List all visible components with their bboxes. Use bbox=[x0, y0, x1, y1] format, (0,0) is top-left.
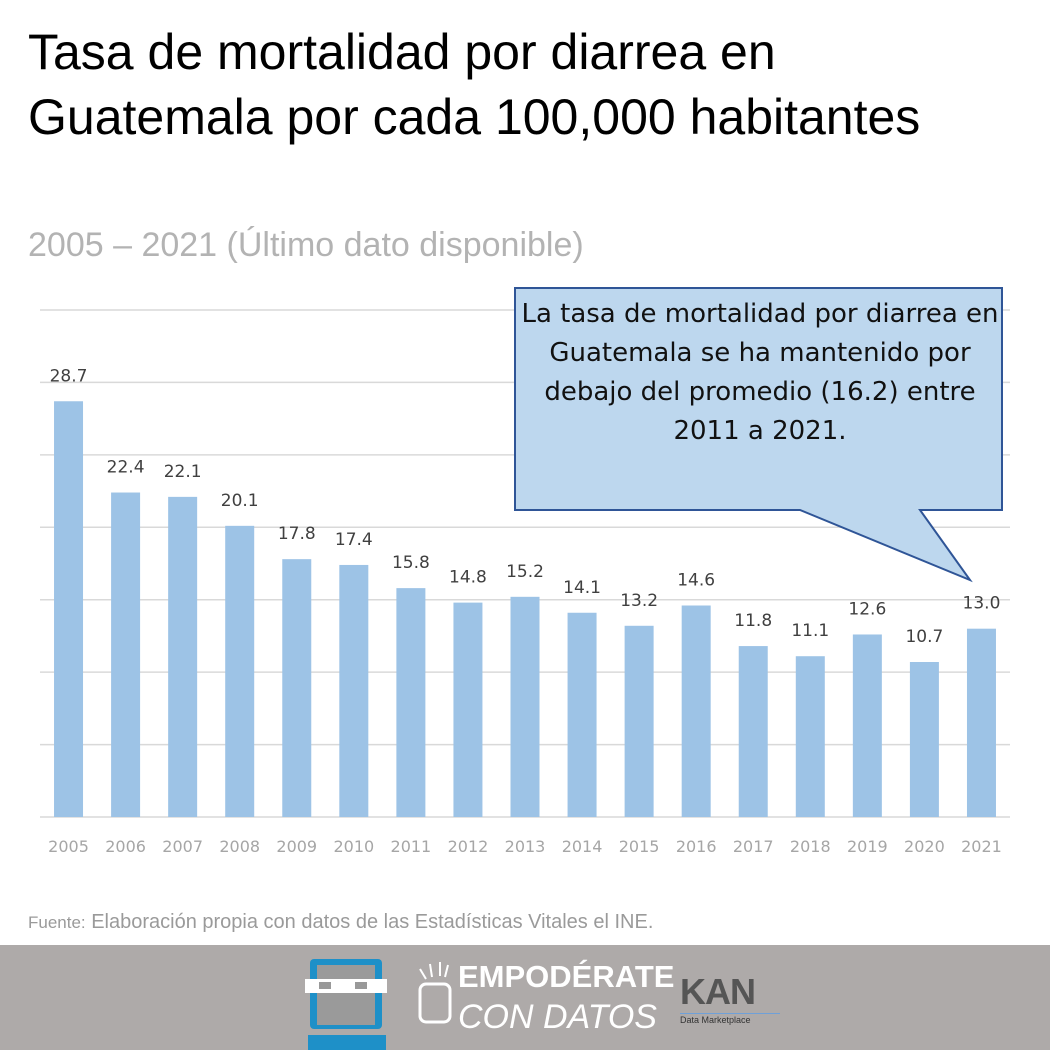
x-tick-label: 2017 bbox=[733, 837, 774, 856]
x-tick-label: 2007 bbox=[162, 837, 203, 856]
chart-subtitle: 2005 – 2021 (Último dato disponible) bbox=[28, 226, 584, 264]
x-tick-label: 2021 bbox=[961, 837, 1002, 856]
bar-chart: 28.7 22.4 22.1 20.1 17.8 17.4 15.8 14.8 15.2 14.1… bbox=[40, 287, 1010, 856]
bar bbox=[225, 525, 255, 817]
data-label: 22.4 bbox=[107, 458, 145, 478]
bar bbox=[339, 564, 369, 817]
data-label: 22.1 bbox=[164, 462, 202, 482]
data-label: 12.6 bbox=[848, 599, 886, 619]
empoderate-logo: EMPODÉRATE CON DATOS bbox=[410, 959, 674, 1039]
x-tick-label: 2015 bbox=[619, 837, 660, 856]
data-label: 20.1 bbox=[221, 491, 259, 511]
data-label: 14.8 bbox=[449, 568, 487, 588]
x-tick-label: 2011 bbox=[391, 837, 432, 856]
bar bbox=[282, 559, 312, 817]
bar bbox=[54, 401, 84, 817]
x-tick-label: 2019 bbox=[847, 837, 888, 856]
x-tick-label: 2013 bbox=[505, 837, 546, 856]
x-tick-label: 2005 bbox=[48, 837, 89, 856]
data-label: 15.8 bbox=[392, 553, 430, 573]
x-tick-label: 2010 bbox=[333, 837, 374, 856]
source-label: Fuente: bbox=[28, 913, 86, 932]
bar bbox=[168, 496, 198, 817]
x-tick-label: 2012 bbox=[448, 837, 489, 856]
data-label: 28.7 bbox=[50, 366, 88, 386]
bar bbox=[909, 662, 939, 817]
kan-logo: KAN Data Marketplace bbox=[680, 971, 780, 1026]
data-label: 14.6 bbox=[677, 571, 715, 591]
data-label: 10.7 bbox=[905, 627, 943, 647]
x-tick-label: 2009 bbox=[276, 837, 317, 856]
x-tick-label: 2014 bbox=[562, 837, 603, 856]
kan-logo-subtitle: Data Marketplace bbox=[680, 1013, 780, 1026]
data-label: 14.1 bbox=[563, 578, 601, 598]
x-tick-label: 2020 bbox=[904, 837, 945, 856]
fist-icon bbox=[418, 962, 452, 1024]
data-label: 13.2 bbox=[620, 591, 658, 611]
data-label: 17.8 bbox=[278, 524, 316, 544]
empoderate-logo-line1: EMPODÉRATE bbox=[458, 959, 675, 994]
data-label: 17.4 bbox=[335, 530, 373, 550]
callout-bubble bbox=[514, 287, 1003, 583]
bar bbox=[852, 634, 882, 817]
x-tick-label: 2006 bbox=[105, 837, 146, 856]
data-label: 13.0 bbox=[963, 594, 1001, 614]
source-note: Fuente: Elaboración propia con datos de … bbox=[28, 910, 653, 935]
bar bbox=[510, 596, 540, 817]
robot-mascot-icon bbox=[305, 959, 387, 1050]
x-tick-label: 2016 bbox=[676, 837, 717, 856]
bar bbox=[966, 628, 996, 817]
bar bbox=[738, 646, 768, 817]
kan-logo-text: KAN bbox=[680, 971, 756, 1012]
bar bbox=[396, 588, 426, 817]
x-tick-label: 2008 bbox=[219, 837, 260, 856]
data-label: 15.2 bbox=[506, 562, 544, 582]
bar bbox=[453, 602, 483, 817]
data-label: 11.1 bbox=[791, 621, 829, 641]
bar bbox=[624, 625, 654, 817]
data-label: 11.8 bbox=[734, 611, 772, 631]
source-text: Elaboración propia con datos de las Esta… bbox=[85, 911, 654, 933]
bar bbox=[567, 612, 597, 817]
chart-title: Tasa de mortalidad por diarrea en Guatem… bbox=[28, 24, 921, 145]
x-tick-label: 2018 bbox=[790, 837, 831, 856]
bar bbox=[795, 656, 825, 817]
callout-annotation: La tasa de mortalidad por diarrea en Gua… bbox=[521, 299, 999, 446]
bar bbox=[681, 605, 711, 817]
footer: EMPODÉRATE CON DATOS KAN Data Marketplac… bbox=[0, 945, 1050, 1050]
bar bbox=[111, 492, 141, 817]
empoderate-logo-line2: CON DATOS bbox=[458, 998, 657, 1036]
